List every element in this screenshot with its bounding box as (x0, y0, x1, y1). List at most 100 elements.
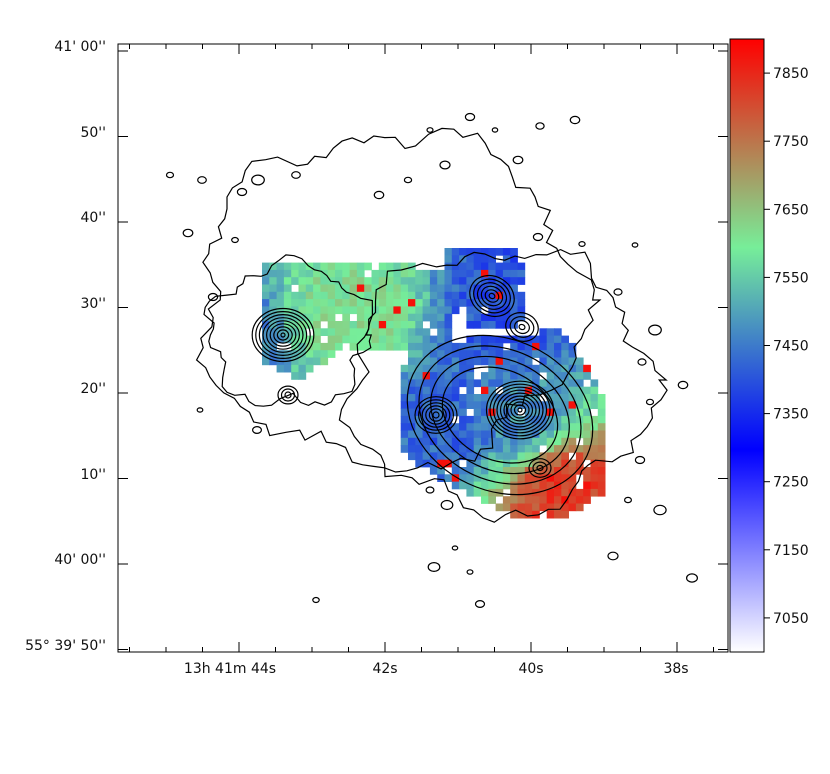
velocity-pixel (335, 277, 343, 285)
velocity-pixel (422, 372, 431, 380)
velocity-pixel (554, 503, 562, 512)
velocity-pixel (510, 437, 518, 446)
flux-contour-speck (451, 545, 459, 551)
velocity-pixel (554, 328, 562, 336)
velocity-pixel (539, 503, 548, 512)
velocity-pixel (495, 430, 504, 439)
velocity-pixel (313, 350, 321, 358)
velocity-pixel (393, 269, 402, 278)
velocity-pixel (437, 452, 445, 461)
velocity-pixel (539, 474, 548, 482)
velocity-pixel (510, 372, 518, 380)
velocity-pixel (291, 269, 299, 278)
velocity-pixel (262, 306, 270, 315)
velocity-pixel (400, 364, 409, 373)
velocity-pixel (473, 284, 482, 293)
velocity-pixel (422, 401, 431, 409)
velocity-pixel (502, 445, 511, 453)
velocity-pixel (386, 284, 394, 293)
velocity-pixel (444, 299, 453, 307)
velocity-pixel (291, 364, 299, 373)
velocity-pixel (393, 342, 402, 351)
velocity-pixel (422, 306, 431, 315)
velocity-pixel (364, 335, 372, 344)
velocity-pixel (590, 423, 599, 431)
velocity-pixel (481, 437, 489, 446)
velocity-pixel (561, 379, 569, 388)
velocity-pixel (356, 342, 365, 351)
velocity-pixel (459, 350, 467, 358)
velocity-pixel (517, 452, 526, 461)
velocity-pixel (269, 299, 277, 307)
velocity-pixel (386, 313, 394, 322)
velocity-pixel (422, 313, 431, 322)
velocity-pixel (466, 452, 475, 461)
velocity-pixel (554, 386, 562, 395)
velocity-pixel (298, 372, 307, 380)
colorbar-tick-label: 7450 (773, 339, 809, 355)
velocity-pixel (554, 437, 562, 446)
velocity-pixel (510, 350, 518, 358)
velocity-pixel (524, 467, 533, 475)
flux-contour-speck (291, 171, 301, 179)
velocity-pixel (335, 299, 343, 307)
velocity-pixel (561, 467, 569, 475)
flux-contour-speck (623, 496, 632, 504)
colorbar-tick-label: 7350 (773, 407, 809, 423)
velocity-pixel (291, 277, 299, 285)
velocity-pixel (539, 335, 548, 344)
flux-contours (165, 112, 698, 608)
velocity-pixel (356, 299, 365, 307)
velocity-pixel (561, 488, 569, 497)
velocity-pixel (408, 415, 416, 424)
velocity-pixel (444, 474, 453, 482)
flux-contour-speck (466, 569, 474, 575)
velocity-pixel (422, 452, 431, 461)
velocity-pixel (444, 430, 453, 439)
velocity-pixel (415, 423, 423, 431)
velocity-pixel (561, 357, 569, 366)
flux-contour (258, 314, 308, 357)
velocity-pixel (532, 467, 540, 475)
flux-contour (510, 401, 530, 419)
velocity-pixel (517, 306, 526, 315)
velocity-pixel (444, 401, 453, 409)
velocity-pixel (495, 262, 504, 271)
velocity-pixel (561, 386, 569, 395)
velocity-pixel (502, 459, 511, 468)
velocity-pixel (568, 342, 577, 351)
velocity-pixel (459, 423, 467, 431)
velocity-pixel (495, 467, 504, 475)
velocity-pixel (459, 262, 467, 271)
velocity-pixel (276, 328, 285, 336)
flux-contour-speck (312, 596, 320, 604)
velocity-pixel (495, 313, 504, 322)
velocity-pixel (554, 467, 562, 475)
velocity-pixel (320, 277, 329, 285)
velocity-pixel (422, 284, 431, 293)
velocity-pixel (415, 299, 423, 307)
velocity-pixel (349, 277, 358, 285)
velocity-pixel (451, 452, 460, 461)
velocity-pixel (466, 306, 475, 315)
velocity-pixel (422, 328, 431, 336)
velocity-pixel (393, 313, 402, 322)
velocity-pixel (429, 299, 438, 307)
flux-contour (418, 399, 455, 431)
velocity-pixel (371, 277, 380, 285)
velocity-pixel (313, 321, 321, 329)
velocity-pixel (437, 328, 445, 336)
velocity-pixel (378, 262, 387, 271)
velocity-pixel (583, 386, 591, 395)
velocity-pixel (459, 481, 467, 490)
velocity-pixel (422, 437, 431, 446)
velocity-pixel (561, 342, 569, 351)
velocity-pixel (408, 299, 416, 307)
velocity-pixel (481, 415, 489, 424)
velocity-pixel (276, 291, 285, 300)
flux-contour (428, 408, 444, 422)
dec-tick-label: 10'' (80, 467, 106, 483)
velocity-pixel (590, 474, 599, 482)
velocity-pixel (554, 408, 562, 417)
velocity-pixel (444, 255, 453, 263)
